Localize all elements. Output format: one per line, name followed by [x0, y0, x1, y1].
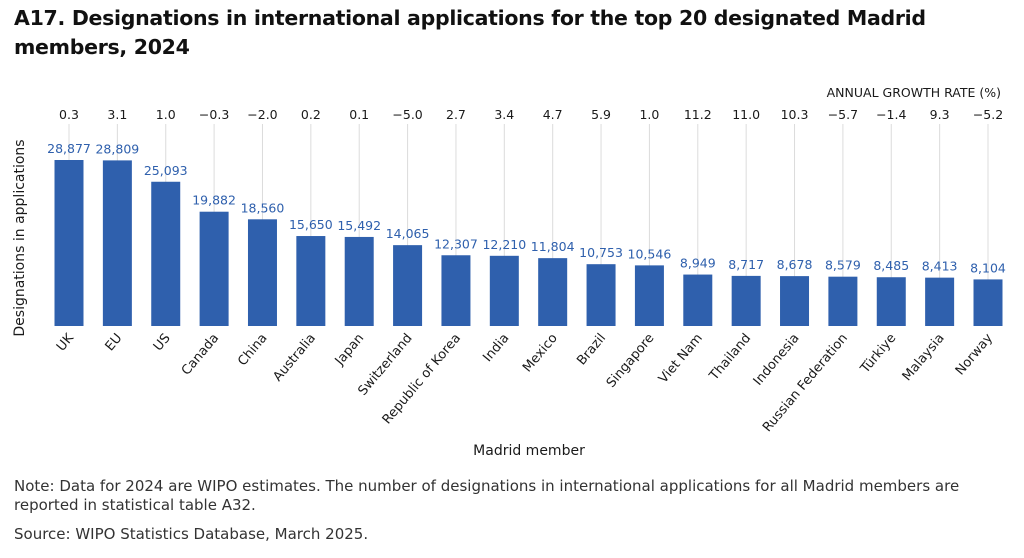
chart-source: Source: WIPO Statistics Database, March …: [14, 525, 369, 543]
value-label: 12,210: [482, 237, 526, 252]
growth-rate-label: 0.2: [301, 107, 321, 122]
category-label: Australia: [270, 331, 318, 385]
bar: [199, 211, 229, 326]
growth-rate-label: 3.4: [494, 107, 514, 122]
bar: [489, 255, 519, 326]
growth-rate-label: −0.3: [199, 107, 229, 122]
value-label: 15,492: [337, 218, 381, 233]
value-label: 8,104: [970, 260, 1006, 275]
category-labels: UK EU US Canada China Australia JapanSwitzerla…: [54, 331, 996, 436]
category-label: Russian Federation: [760, 331, 851, 435]
value-label: 8,717: [728, 257, 764, 272]
bar: [102, 160, 132, 326]
value-label: 18,560: [241, 200, 285, 215]
growth-rate-label: 9.3: [930, 107, 950, 122]
bar: [393, 245, 423, 326]
category-label: Thailand: [706, 331, 754, 384]
category-label: Norway: [953, 331, 996, 379]
category-label: Mexico: [520, 331, 561, 375]
category-label: Canada: [179, 331, 222, 379]
bar: [828, 276, 858, 326]
category-label: Singapore: [604, 331, 658, 391]
value-label: 8,579: [825, 258, 861, 273]
chart-note: Note: Data for 2024 are WIPO estimates. …: [14, 477, 960, 514]
value-label: 8,413: [922, 259, 958, 274]
value-label: 19,882: [192, 193, 236, 208]
category-label: Viet Nam: [656, 331, 706, 386]
category-label: US: [151, 331, 174, 354]
value-label: 28,809: [95, 141, 139, 156]
growth-rate-label: 0.1: [349, 107, 369, 122]
x-axis-label: Madrid member: [473, 443, 585, 459]
chart-title: A17. Designations in international appli…: [14, 6, 926, 59]
growth-rate-label: 5.9: [591, 107, 611, 122]
bar: [780, 276, 810, 326]
value-label: 28,877: [47, 141, 91, 156]
growth-rate-label: −5.0: [392, 107, 422, 122]
value-label: 8,678: [777, 257, 813, 272]
value-label: 15,650: [289, 217, 333, 232]
category-label: EU: [103, 331, 126, 354]
bar: [586, 264, 616, 326]
value-labels: 28,877 28,809 25,093 19,882 18,560 15,650 15,4…: [47, 141, 1006, 275]
category-label: Malaysia: [900, 331, 948, 384]
bar: [296, 236, 326, 326]
growth-rate-label: −1.4: [876, 107, 906, 122]
bar: [731, 275, 761, 326]
growth-rate-label: −2.0: [247, 107, 277, 122]
bar: [54, 160, 84, 326]
category-label: Brazil: [574, 331, 609, 368]
category-label: Japan: [332, 331, 367, 369]
category-label: Indonesia: [751, 331, 803, 389]
growth-rate-label: 1.0: [156, 107, 176, 122]
y-axis-label: Designations in applications: [12, 139, 28, 336]
bar: [151, 181, 181, 326]
bar: [925, 277, 955, 326]
growth-rate-label: −5.2: [973, 107, 1003, 122]
bar-chart: 28,877 28,809 25,093 19,882 18,560 15,650 15,4…: [12, 85, 1006, 459]
growth-rate-labels: 0.3 3.1 1.0 −0.3 −2.0 0.2 0.1 −5.0 2.7 3.4 4.7 5.9 1…: [59, 107, 1003, 122]
bar: [538, 258, 568, 326]
value-label: 25,093: [144, 163, 188, 178]
value-label: 10,546: [628, 246, 672, 261]
bar: [973, 279, 1003, 326]
category-label: China: [235, 331, 270, 369]
value-label: 12,307: [434, 236, 478, 251]
category-label: India: [480, 331, 512, 365]
growth-rate-label: 2.7: [446, 107, 466, 122]
value-label: 11,804: [531, 239, 575, 254]
growth-rate-label: 11.0: [732, 107, 760, 122]
value-label: 10,753: [579, 245, 623, 260]
value-label: 8,485: [873, 258, 909, 273]
category-label: UK: [54, 331, 77, 355]
bars: [54, 160, 1003, 326]
growth-rate-label: −5.7: [828, 107, 858, 122]
growth-rate-label: 4.7: [543, 107, 563, 122]
category-label: Türkiye: [857, 331, 899, 377]
bar: [683, 274, 713, 326]
bar: [441, 255, 471, 326]
value-label: 14,065: [386, 226, 430, 241]
value-label: 8,949: [680, 256, 716, 271]
bar: [247, 219, 277, 326]
growth-rate-label: 1.0: [639, 107, 659, 122]
growth-rate-label: 10.3: [781, 107, 809, 122]
growth-rate-label: 0.3: [59, 107, 79, 122]
growth-rate-label: 3.1: [107, 107, 127, 122]
growth-rate-header: ANNUAL GROWTH RATE (%): [827, 85, 1001, 100]
growth-rate-label: 11.2: [684, 107, 712, 122]
bar: [344, 236, 374, 326]
bar: [634, 265, 664, 326]
bar: [876, 277, 906, 326]
